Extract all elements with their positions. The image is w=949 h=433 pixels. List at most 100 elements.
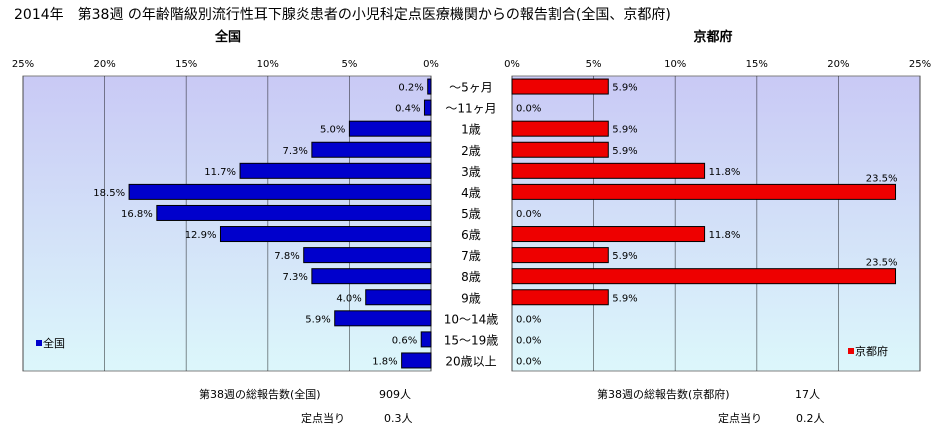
national-total-label: 第38週の総報告数(全国) [199, 387, 321, 401]
chart-title: 2014年 第38週 の年齢階級別流行性耳下腺炎患者の小児科定点医療機関からの報… [14, 6, 671, 23]
kyoto-plot-area: 0% 5% 10% 15% 20% 25% 5.9% 0.0% 5.9% 5.9% 11.8% 23.… [504, 59, 931, 372]
bar [303, 247, 432, 264]
national-legend-swatch [36, 340, 42, 346]
x-tick-label: 25% [909, 59, 931, 70]
kyoto-legend: 京都府 [848, 344, 888, 358]
bar [156, 204, 432, 221]
data-label: 5.9% [612, 251, 637, 262]
national-panel-title: 全国 [214, 29, 241, 45]
bar [311, 268, 432, 285]
bar [511, 183, 897, 200]
bar [511, 226, 706, 243]
plot-background [22, 75, 432, 372]
data-label: 7.8% [274, 251, 299, 262]
bar [511, 162, 706, 179]
x-tick-label: 20% [93, 59, 115, 70]
national-total-value: 909人 [379, 388, 411, 401]
bar [128, 183, 432, 200]
data-label: 4.0% [336, 293, 361, 304]
category-label: 1歳 [461, 123, 481, 137]
bar [511, 120, 609, 137]
category-label: 2歳 [461, 144, 481, 158]
national-per-point-label: 定点当り [301, 411, 345, 425]
data-label: 5.9% [305, 314, 330, 325]
data-label: 0.0% [516, 314, 541, 325]
category-label: 15～19歳 [444, 333, 499, 347]
data-label: 0.0% [516, 356, 541, 367]
category-label: 7歳 [461, 249, 481, 263]
data-label: 1.8% [372, 356, 397, 367]
data-label: 18.5% [93, 188, 125, 199]
category-label: 3歳 [461, 165, 481, 179]
data-label: 7.3% [282, 272, 307, 283]
bar [511, 289, 609, 306]
kyoto-panel-title: 京都府 [693, 29, 732, 45]
data-label: 11.8% [709, 167, 741, 178]
national-per-point-value: 0.3人 [384, 412, 413, 425]
bar [219, 226, 432, 243]
category-label: 9歳 [461, 291, 481, 305]
bar [348, 120, 432, 137]
data-label: 0.0% [516, 104, 541, 115]
bar [427, 78, 432, 95]
national-legend: 全国 [36, 336, 65, 350]
national-plot-area: 25% 20% 15% 10% 5% 0% 0.2% 0.4% 5.0% 7.3% 11.7% 18.… [12, 59, 439, 372]
category-label: ～11ヶ月 [445, 102, 496, 116]
x-tick-label: 0% [423, 59, 439, 70]
category-label: ～5ヶ月 [449, 81, 493, 95]
bar [365, 289, 432, 306]
bar [511, 141, 609, 158]
x-tick-label: 5% [586, 59, 602, 70]
data-label: 11.8% [709, 230, 741, 241]
category-label: 5歳 [461, 207, 481, 221]
data-label: 0.2% [398, 83, 423, 94]
bar [334, 310, 432, 327]
kyoto-legend-label: 京都府 [855, 344, 888, 358]
x-tick-label: 10% [664, 59, 686, 70]
x-tick-label: 20% [827, 59, 849, 70]
bar [401, 352, 432, 369]
x-tick-label: 0% [504, 59, 520, 70]
bar [311, 141, 432, 158]
category-label: 8歳 [461, 270, 481, 284]
data-label: 16.8% [121, 209, 153, 220]
plot-background [511, 75, 921, 372]
kyoto-total-label: 第38週の総報告数(京都府) [597, 387, 730, 401]
x-tick-label: 15% [175, 59, 197, 70]
data-label: 0.0% [516, 335, 541, 346]
data-label: 23.5% [866, 173, 898, 184]
bar [511, 268, 897, 285]
data-label: 11.7% [204, 167, 236, 178]
national-legend-label: 全国 [43, 336, 65, 350]
data-label: 5.9% [612, 83, 637, 94]
bar [511, 78, 609, 95]
bar [420, 331, 432, 348]
data-label: 7.3% [282, 146, 307, 157]
data-label: 5.9% [612, 293, 637, 304]
data-label: 5.0% [320, 125, 345, 136]
data-label: 5.9% [612, 125, 637, 136]
bar [423, 99, 432, 116]
x-tick-label: 25% [12, 59, 34, 70]
category-label: 10～14歳 [444, 312, 499, 326]
data-label: 5.9% [612, 146, 637, 157]
category-label: 6歳 [461, 228, 481, 242]
category-label: 4歳 [461, 186, 481, 200]
data-label: 0.0% [516, 209, 541, 220]
category-label: 20歳以上 [445, 354, 496, 368]
kyoto-legend-swatch [848, 348, 854, 354]
data-label: 0.6% [392, 335, 417, 346]
x-tick-label: 10% [257, 59, 279, 70]
data-label: 0.4% [395, 104, 420, 115]
x-tick-label: 15% [746, 59, 768, 70]
bar [239, 162, 432, 179]
kyoto-per-point-value: 0.2人 [796, 412, 825, 425]
kyoto-per-point-label: 定点当り [718, 411, 762, 425]
age-category-axis: ～5ヶ月 ～11ヶ月 1歳 2歳 3歳 4歳 5歳 6歳 7歳 8歳 9歳 10～14歳 15～19歳 2… [444, 81, 499, 369]
data-label: 23.5% [866, 258, 898, 269]
bar [511, 247, 609, 264]
x-tick-label: 5% [341, 59, 357, 70]
kyoto-total-value: 17人 [795, 388, 820, 401]
